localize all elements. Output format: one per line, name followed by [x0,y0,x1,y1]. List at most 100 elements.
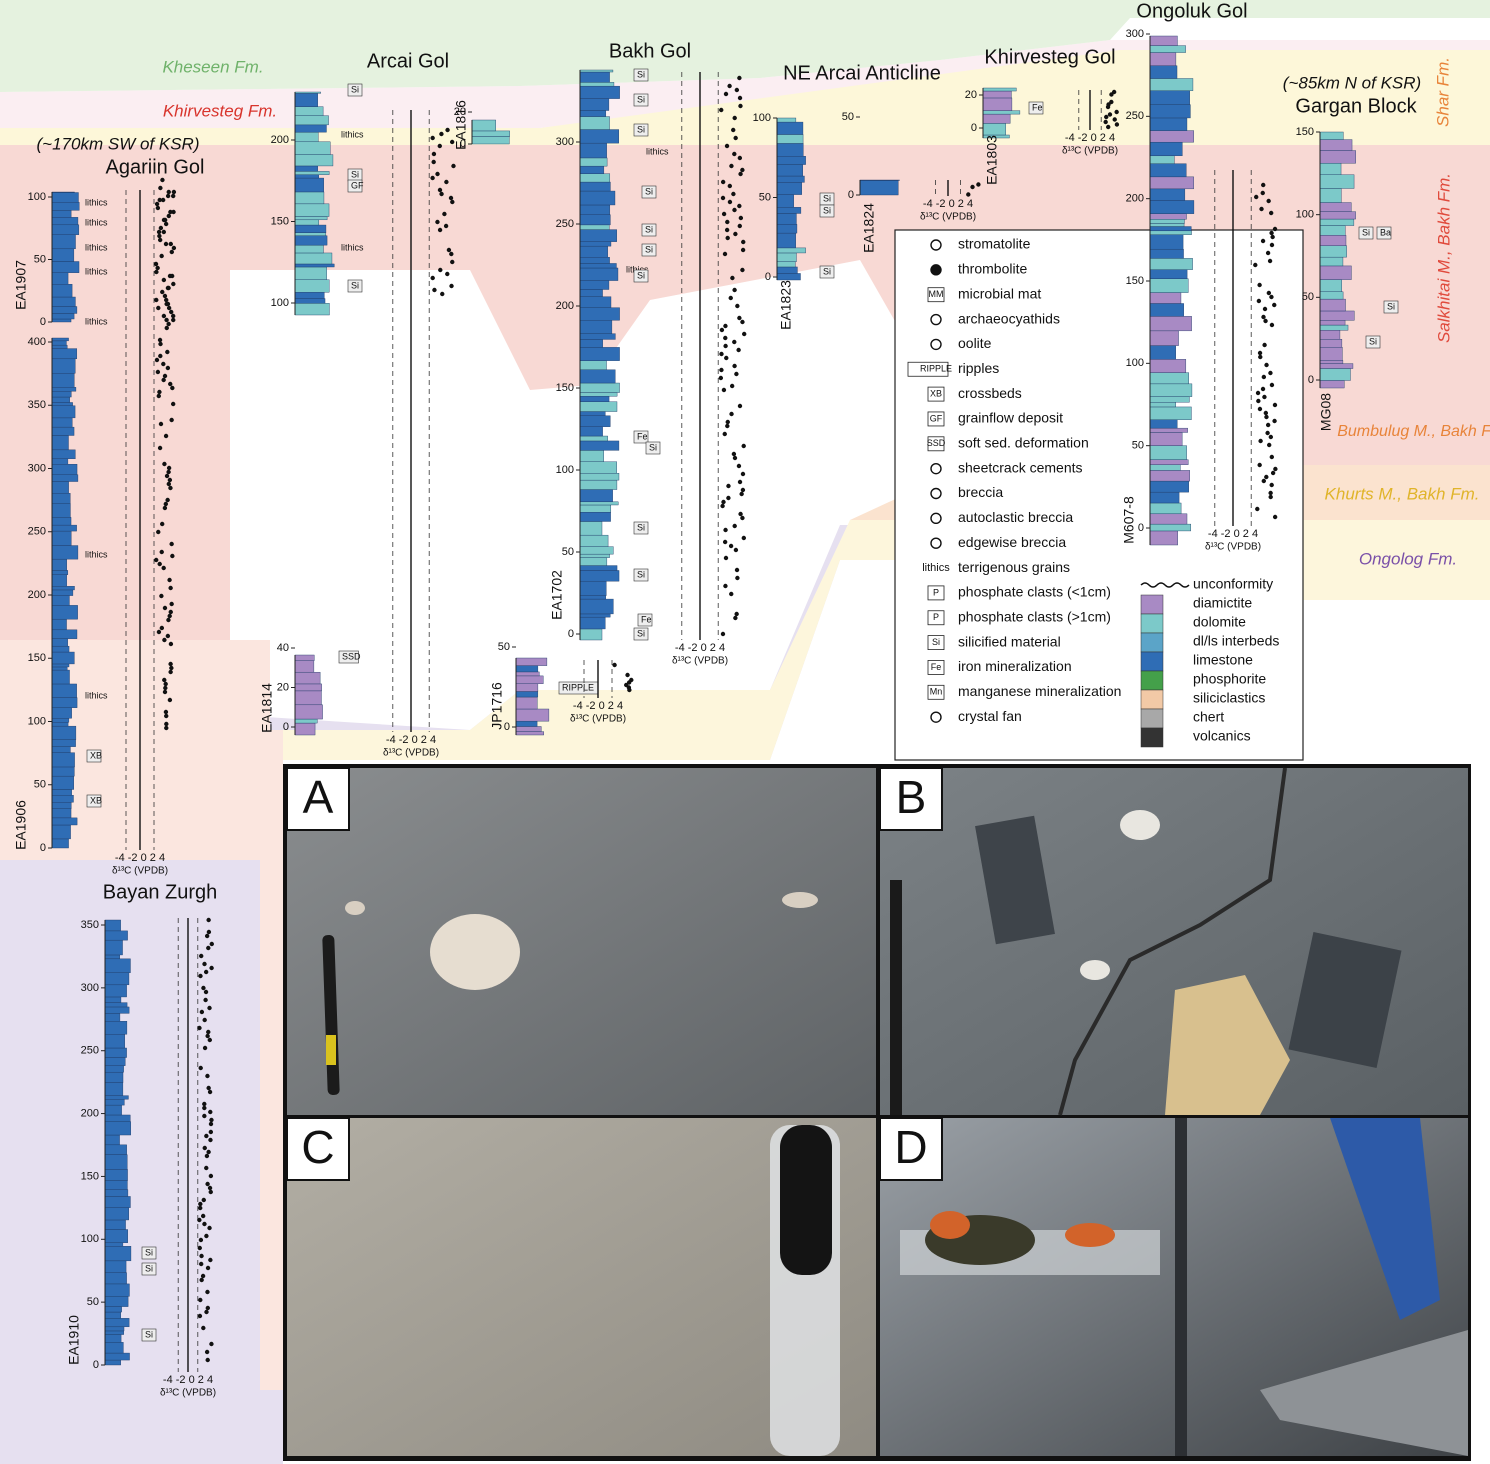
lithology-bed [104,1246,132,1262]
carbon-dot-illustration [1257,462,1262,468]
lithology-bed [515,675,544,685]
carbon-dot-illustration [153,261,159,267]
column-tick-label: 100 [28,191,46,203]
carbon-dot-illustration [167,697,173,703]
carbon-dot-illustration [204,1349,210,1355]
carbon-dot-illustration [1269,230,1274,236]
lithology-bed [51,306,78,314]
lithology-bed [294,224,327,233]
lithology-bed [51,746,71,753]
lithology-bed [1319,298,1346,312]
carbon-dot-illustration [207,1225,212,1231]
column-tick-label: 20 [454,106,466,118]
formation-label: Shar Fm. [1433,57,1452,127]
carbon-dot-illustration [166,321,171,327]
lithology-bed [104,1006,130,1014]
carbon-dot-illustration [1259,206,1264,212]
carbon-dot-illustration [163,241,169,247]
section-title: NE Arcai Anticline [783,62,941,84]
lithology-bed [579,320,613,334]
note-box [86,749,102,763]
carbon-dot-illustration [161,313,167,319]
legend-icon: MM [929,289,944,299]
carbon-dot-illustration [163,221,169,227]
carbon-dot-illustration [168,585,173,591]
carbon-dot-illustration [1269,382,1275,388]
lithology-bed [579,570,620,582]
column-tick-label: 50 [34,779,46,791]
lithology-bed [1149,176,1194,190]
lithology-bed [294,165,318,172]
carbon-dot-illustration [209,1341,214,1347]
note-box [641,243,657,257]
lithology-bed [104,1134,120,1146]
carbon-dot-illustration [207,1185,213,1191]
lithology-bed [104,958,131,973]
lithology-bed [1149,269,1188,279]
lithology-bed [579,339,603,348]
lithology-bed [51,651,75,665]
column-tick-label: 20 [965,89,977,101]
carbon-axis-label: δ¹³C (VPDB) [1062,146,1118,157]
carbon-dot-illustration [1264,414,1269,420]
carbon-axis-label: δ¹³C (VPDB) [383,748,439,759]
section-note: (~170km SW of KSR) [37,134,200,153]
carbon-dot-illustration [431,151,437,157]
note-box [819,265,835,279]
lithology-bed [51,340,67,346]
lithology-bed [579,546,614,555]
column-note: Si [637,69,645,79]
khirvesteg-band [0,40,1490,128]
carbon-dot-illustration [724,355,729,361]
lithology-bed [579,263,617,269]
lithology-bed [51,402,73,406]
lithology-bed [1319,339,1343,348]
carbon-dot-illustration [168,609,173,615]
column-tick-label: 250 [556,218,574,230]
carbon-dot-illustration [168,485,173,491]
carbon-dot-illustration [737,315,742,321]
formation-label: Khirvesteg Fm. [163,101,277,120]
column-note: Fe [637,431,648,441]
lithology-bed [104,1326,125,1332]
carbon-dot-illustration [430,175,435,181]
lithology-bed [294,115,329,126]
carbon-dot-illustration [723,583,728,589]
lithology-bed [1319,347,1343,361]
note-box [141,1328,157,1342]
lithology-bed [776,121,804,135]
legend-label: microbial mat [958,285,1041,301]
carbon-dot-illustration [734,567,740,573]
carbon-dot-illustration [719,327,725,333]
column-tick-label: 250 [1126,110,1144,122]
carbon-dot-illustration [205,1265,211,1271]
carbon-dot-illustration [435,219,440,225]
lithology-bed [579,214,611,226]
carbon-dot-illustration [202,1145,207,1151]
carbon-dot-illustration [1272,514,1278,520]
carbon-dot-illustration [166,617,171,623]
lithology-bed [776,266,798,274]
lithology-bed [579,257,610,264]
yellow-band [0,40,1490,145]
legend-symbol [930,239,942,251]
carbon-dot-illustration [170,385,175,391]
lithology-bed [776,156,806,165]
carbon-dot-illustration [164,473,170,479]
carbon-dot-illustration [168,209,173,215]
lithology-bed [579,98,610,111]
lithology-bed [104,972,130,986]
carbon-dot-illustration [723,555,729,561]
lithology-bed [104,1242,124,1247]
column-note: Si [1387,301,1395,311]
carbon-dot-illustration [166,465,172,471]
carbon-dot-illustration [204,1133,209,1139]
lithology-bed [51,481,69,494]
carbon-dot-illustration [725,423,730,429]
lithology-bed [294,124,327,133]
lithology-bed [51,435,69,451]
panel-label: B [896,771,927,823]
lithology-bed [471,130,510,137]
lithology-bed [579,190,616,206]
lithology-bed [104,1034,125,1049]
